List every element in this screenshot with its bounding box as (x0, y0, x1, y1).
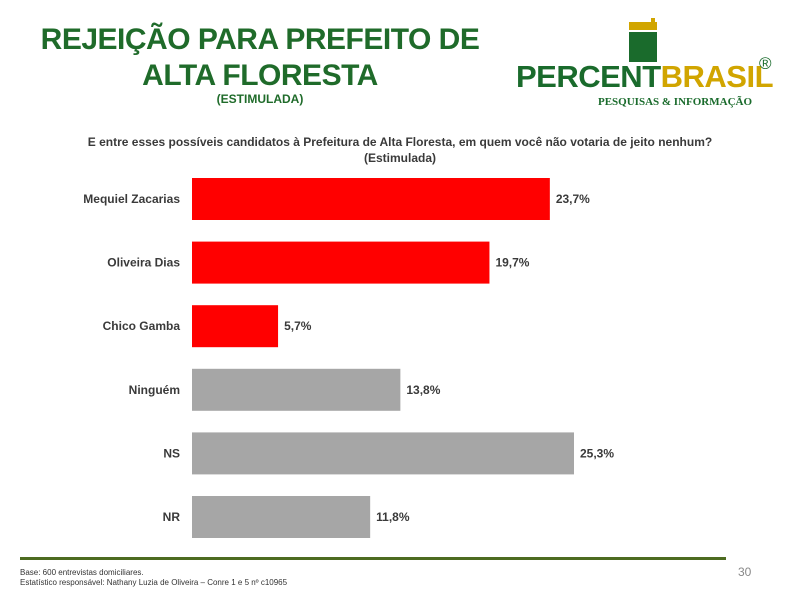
value-label: 23,7% (556, 192, 590, 206)
title-line-2: ALTA FLORESTA (142, 59, 378, 92)
bar (192, 178, 550, 220)
value-label: 25,3% (580, 446, 614, 460)
category-label: NS (163, 446, 180, 460)
page-title: REJEIÇÃO PARA PREFEITO DE ALTA FLORESTA (40, 22, 480, 94)
bar (192, 241, 490, 284)
registered-mark: ® (759, 54, 772, 73)
value-label: 11,8% (376, 510, 410, 524)
category-label: NR (163, 510, 181, 524)
title-line-1: REJEIÇÃO PARA PREFEITO DE (40, 23, 480, 56)
category-label: Ninguém (129, 383, 180, 397)
bar (192, 496, 371, 538)
footnote-statistician: Estatístico responsável: Nathany Luzia d… (20, 578, 288, 587)
category-label: Chico Gamba (103, 319, 181, 333)
footer-divider (20, 557, 726, 560)
bar (192, 368, 401, 411)
percentbrasil-logo: PERCENTBRASIL ® PESQUISAS & INFORMAÇÃO (516, 18, 778, 108)
bar (192, 305, 279, 348)
bar (192, 432, 574, 475)
value-label: 13,8% (406, 383, 440, 397)
category-label: Oliveira Dias (107, 256, 180, 270)
footnote-base: Base: 600 entrevistas domiciliares. (20, 568, 144, 577)
value-label: 5,7% (284, 319, 312, 333)
page-subtitle: (ESTIMULADA) (216, 92, 304, 106)
rejection-bar-chart: Mequiel Zacarias 23,7% Oliveira Dias 19,7% C… (83, 178, 614, 538)
value-label: 19,7% (495, 256, 529, 270)
category-label: Mequiel Zacarias (83, 192, 180, 206)
page-number: 30 (738, 565, 752, 579)
logo-name-brasil: BRASIL (660, 59, 774, 94)
flag-stripes-icon (629, 18, 657, 62)
logo-name-percent: PERCENT (516, 59, 661, 94)
logo-name: PERCENTBRASIL (516, 59, 774, 94)
survey-question: E entre esses possíveis candidatos à Pre… (87, 135, 713, 165)
footnote: Base: 600 entrevistas domiciliares. Esta… (20, 568, 287, 588)
logo-tagline: PESQUISAS & INFORMAÇÃO (598, 96, 753, 108)
